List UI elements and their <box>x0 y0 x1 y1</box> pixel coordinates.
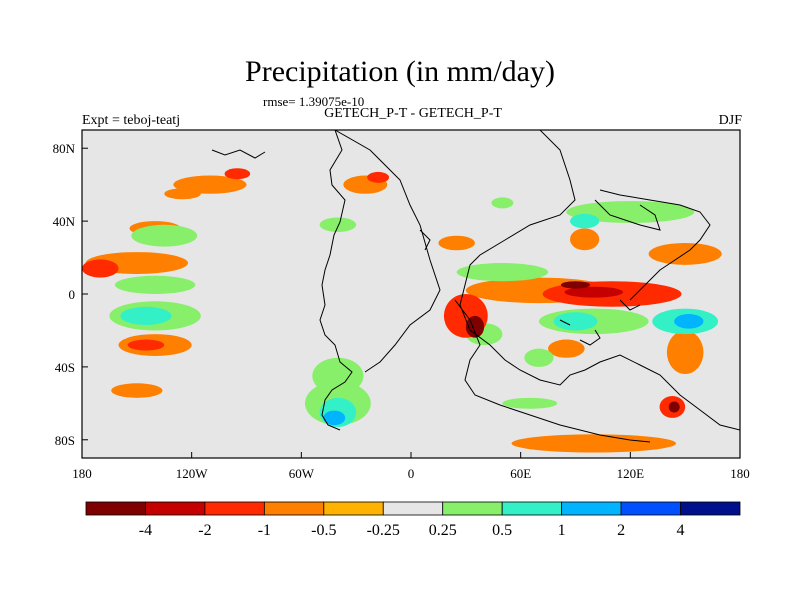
colorbar-swatch <box>680 501 741 516</box>
colorbar-label: 4 <box>677 522 685 539</box>
colorbar-swatch <box>561 501 622 516</box>
y-tick-label: 80S <box>55 433 75 448</box>
anomaly-patch <box>648 242 722 265</box>
anomaly-patch <box>668 401 680 413</box>
coastline-india <box>594 199 661 231</box>
chart-subtitle: GETECH_P-T - GETECH_P-T <box>324 106 502 121</box>
colorbar: -4 -2 -1 -0.5 -0.25 0.25 0.5 1 2 4 <box>85 501 741 539</box>
anomaly-patch <box>502 397 558 409</box>
x-tick-label: 180 <box>72 466 92 481</box>
colorbar-swatch <box>501 501 563 516</box>
x-tick-label: 120E <box>617 466 645 481</box>
anomaly-patch <box>491 197 514 209</box>
colorbar-label: -2 <box>198 522 211 539</box>
y-tick-label: 40S <box>55 360 75 375</box>
anomaly-patch <box>319 217 357 233</box>
colorbar-swatch <box>442 501 503 516</box>
y-tick-label: 0 <box>69 287 76 302</box>
anomaly-patch <box>560 281 591 289</box>
anomaly-patch <box>82 259 119 278</box>
coastline-arctic <box>211 149 266 159</box>
colorbar-swatch <box>263 501 325 516</box>
x-tick-label: 180 <box>730 466 750 481</box>
coastline-americas <box>319 130 353 431</box>
anomaly-patch <box>323 410 346 426</box>
anomaly-patch <box>367 171 390 183</box>
colorbar-label: 0.25 <box>429 522 457 539</box>
coastlines <box>211 130 740 443</box>
anomaly-patch <box>548 339 585 358</box>
anomaly-patch <box>570 228 600 251</box>
anomaly-patch <box>674 314 704 329</box>
x-tick-label: 0 <box>408 466 415 481</box>
anomaly-patch <box>111 383 163 398</box>
colorbar-label: -1 <box>258 522 271 539</box>
x-tick-label: 60W <box>289 466 315 481</box>
anomaly-patch <box>127 339 165 351</box>
y-axis: 80N 40N 0 40S 80S <box>53 141 88 448</box>
chart-title: Precipitation (in mm/day) <box>245 55 555 88</box>
colorbar-label: -0.5 <box>311 522 336 539</box>
anomaly-patch <box>570 213 600 229</box>
anomaly-patch <box>566 201 695 223</box>
coastline-islands <box>419 229 641 346</box>
anomaly-patch <box>224 168 251 180</box>
anomaly-patch <box>456 263 549 282</box>
colorbar-swatch <box>620 501 681 516</box>
anomaly-patch <box>164 188 201 200</box>
colorbar-label: 0.5 <box>492 522 512 539</box>
colorbar-label: -4 <box>139 522 152 539</box>
colorbar-label: -0.25 <box>367 522 400 539</box>
coastline-east-asia <box>599 189 711 301</box>
colorbar-label: 1 <box>558 522 566 539</box>
coastline-africa-eurasia <box>459 130 740 431</box>
anomaly-patch <box>553 312 598 331</box>
anomaly-patch <box>564 286 624 298</box>
anomaly-patch <box>666 330 704 375</box>
anomaly-patch <box>114 275 196 294</box>
y-tick-label: 80N <box>53 141 76 156</box>
anomaly-patch <box>524 348 554 367</box>
colorbar-swatch <box>85 501 146 516</box>
coastline-south-landmass <box>454 299 651 443</box>
experiment-label: Expt = teboj-teatj <box>82 113 181 128</box>
coastline-americas-east <box>334 130 441 373</box>
x-axis: 180 120W 60W 0 60E 120E 180 <box>72 452 750 481</box>
colorbar-swatch <box>382 501 444 516</box>
rmse-label: rmse= 1.39075e-10 <box>263 94 365 109</box>
colorbar-label: 2 <box>617 522 625 539</box>
anomaly-patch <box>511 434 677 453</box>
anomaly-field <box>82 168 722 453</box>
x-tick-label: 120W <box>176 466 209 481</box>
anomaly-patch <box>131 224 198 247</box>
anomaly-patch <box>120 306 172 325</box>
colorbar-swatch <box>145 501 206 516</box>
colorbar-swatch <box>323 501 384 516</box>
y-tick-label: 40N <box>53 214 76 229</box>
x-tick-label: 60E <box>510 466 531 481</box>
season-label: DJF <box>718 113 742 128</box>
anomaly-patch <box>438 235 475 251</box>
colorbar-swatch <box>204 501 265 516</box>
